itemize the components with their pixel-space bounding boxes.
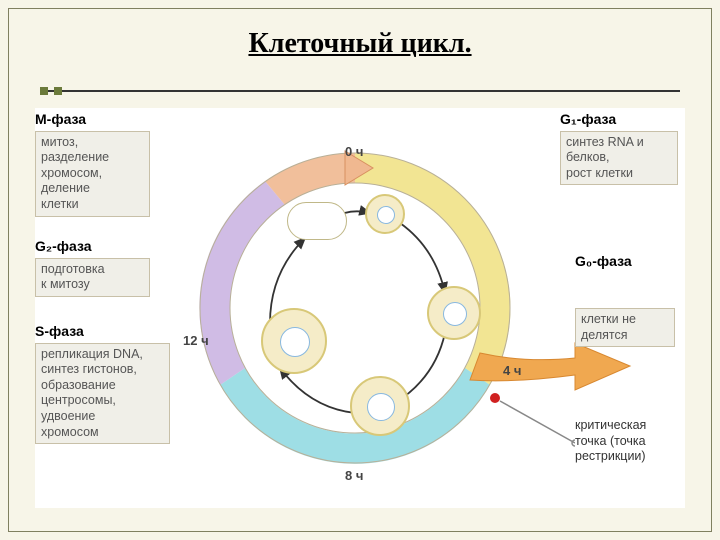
g1-arc [355, 153, 510, 385]
cell-mitosis [287, 202, 347, 240]
page-title: Клеточный цикл. [248, 28, 471, 60]
time-12h: 12 ч [183, 333, 209, 348]
restriction-dot [490, 393, 500, 403]
cell-g2 [261, 308, 327, 374]
g2-phase-desc: подготовка к митозу [35, 258, 150, 297]
m-phase-name: M-фаза [35, 111, 150, 129]
g0-desc-box: клетки не делятся [575, 308, 675, 347]
cell-g1-late [427, 286, 481, 340]
g2-phase-label: G₂-фаза подготовка к митозу [35, 238, 150, 297]
s-phase-desc: репликация DNA, синтез гистонов, образов… [35, 343, 170, 445]
restriction-label: критическая точка (точка рестрикции) [575, 418, 685, 465]
g1-phase-desc: синтез RNA и белков, рост клетки [560, 131, 678, 186]
m-phase-label: M-фаза митоз, разделение хромосом, делен… [35, 111, 150, 217]
time-4h: 4 ч [503, 363, 521, 378]
g0-phase-name: G₀-фаза [575, 253, 675, 271]
g2-phase-name: G₂-фаза [35, 238, 150, 256]
s-phase-label: S-фаза репликация DNA, синтез гистонов, … [35, 323, 170, 444]
cell-g1-early [365, 194, 405, 234]
g0-phase-desc: клетки не делятся [575, 308, 675, 347]
time-8h: 8 ч [345, 468, 363, 483]
time-0h: 0 ч [345, 144, 363, 159]
cell-cycle-diagram: 0 ч 4 ч 8 ч 12 ч M-фаза митоз, разделени… [35, 108, 685, 508]
restriction-desc: критическая точка (точка рестрикции) [575, 418, 685, 465]
g0-phase-label: G₀-фаза [575, 253, 675, 273]
m-arc [265, 153, 355, 205]
s-phase-name: S-фаза [35, 323, 170, 341]
m-phase-desc: митоз, разделение хромосом, деление клет… [35, 131, 150, 217]
cell-s [350, 376, 410, 436]
restriction-connector [500, 401, 575, 443]
title-divider [40, 90, 680, 92]
g1-phase-label: G₁-фаза синтез RNA и белков, рост клетки [560, 111, 678, 185]
g1-phase-name: G₁-фаза [560, 111, 678, 129]
